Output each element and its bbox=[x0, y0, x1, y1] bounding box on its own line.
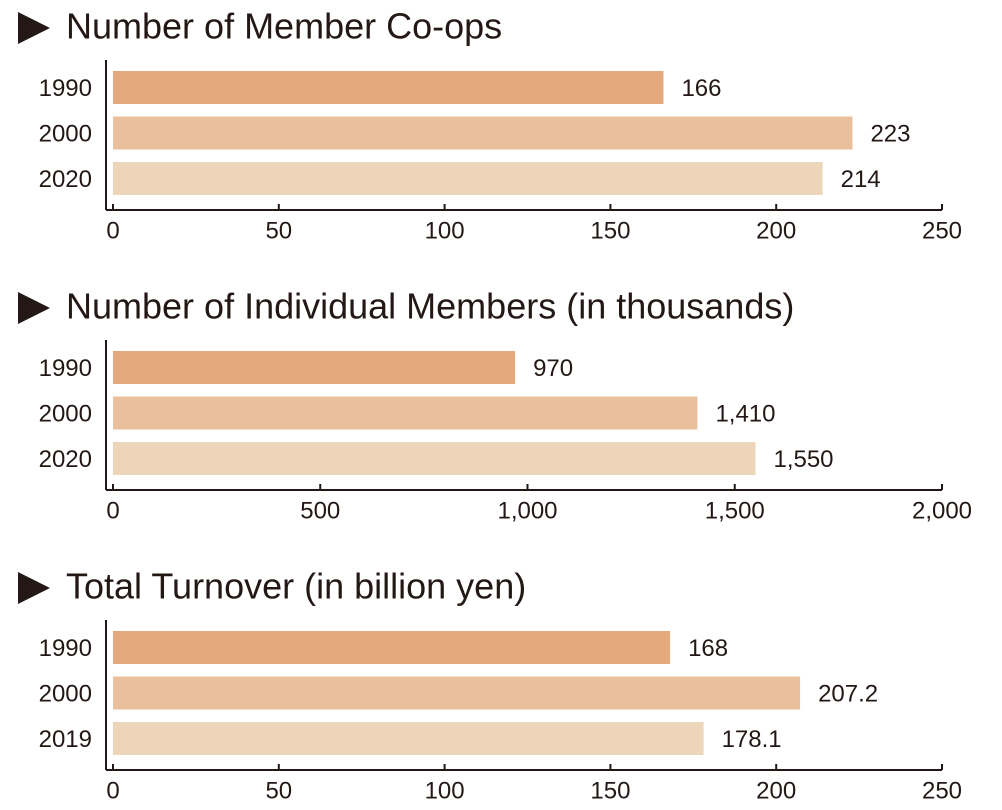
category-label: 1990 bbox=[39, 355, 92, 382]
x-tick-label: 0 bbox=[106, 497, 119, 524]
title-marker bbox=[18, 572, 50, 604]
x-tick-label: 500 bbox=[300, 497, 340, 524]
value-label: 223 bbox=[870, 120, 910, 147]
value-label: 178.1 bbox=[722, 726, 782, 753]
x-tick-label: 150 bbox=[590, 777, 630, 804]
x-tick-label: 200 bbox=[756, 777, 796, 804]
value-label: 207.2 bbox=[818, 680, 878, 707]
value-label: 1,550 bbox=[773, 446, 833, 473]
x-tick-label: 150 bbox=[590, 217, 630, 244]
bar bbox=[113, 676, 801, 710]
bar bbox=[113, 396, 698, 430]
chart-title: Total Turnover (in billion yen) bbox=[66, 566, 526, 607]
x-tick-label: 100 bbox=[425, 217, 465, 244]
title-marker bbox=[18, 292, 50, 324]
value-label: 214 bbox=[841, 166, 881, 193]
x-tick-label: 250 bbox=[922, 217, 962, 244]
x-tick-label: 100 bbox=[425, 777, 465, 804]
category-label: 2000 bbox=[39, 120, 92, 147]
category-label: 2020 bbox=[39, 446, 92, 473]
value-label: 166 bbox=[681, 75, 721, 102]
bar bbox=[113, 116, 853, 150]
bar bbox=[113, 162, 823, 195]
category-label: 2020 bbox=[39, 166, 92, 193]
x-tick-label: 1,000 bbox=[497, 497, 557, 524]
bar bbox=[113, 631, 671, 664]
x-tick-label: 0 bbox=[106, 777, 119, 804]
x-tick-label: 50 bbox=[265, 777, 292, 804]
category-label: 2000 bbox=[39, 400, 92, 427]
bar bbox=[113, 351, 516, 384]
x-tick-label: 1,500 bbox=[705, 497, 765, 524]
x-tick-label: 2,000 bbox=[912, 497, 972, 524]
category-label: 1990 bbox=[39, 75, 92, 102]
chart-title: Number of Individual Members (in thousan… bbox=[66, 286, 794, 327]
category-label: 1990 bbox=[39, 635, 92, 662]
value-label: 168 bbox=[688, 635, 728, 662]
category-label: 2000 bbox=[39, 680, 92, 707]
x-tick-label: 0 bbox=[106, 217, 119, 244]
title-marker bbox=[18, 12, 50, 44]
x-tick-label: 200 bbox=[756, 217, 796, 244]
category-label: 2019 bbox=[39, 726, 92, 753]
chart-title: Number of Member Co-ops bbox=[66, 6, 502, 47]
x-tick-label: 50 bbox=[265, 217, 292, 244]
bar bbox=[113, 722, 704, 755]
value-label: 1,410 bbox=[715, 400, 775, 427]
bar bbox=[113, 71, 664, 104]
value-label: 970 bbox=[533, 355, 573, 382]
x-tick-label: 250 bbox=[922, 777, 962, 804]
bar bbox=[113, 442, 756, 475]
